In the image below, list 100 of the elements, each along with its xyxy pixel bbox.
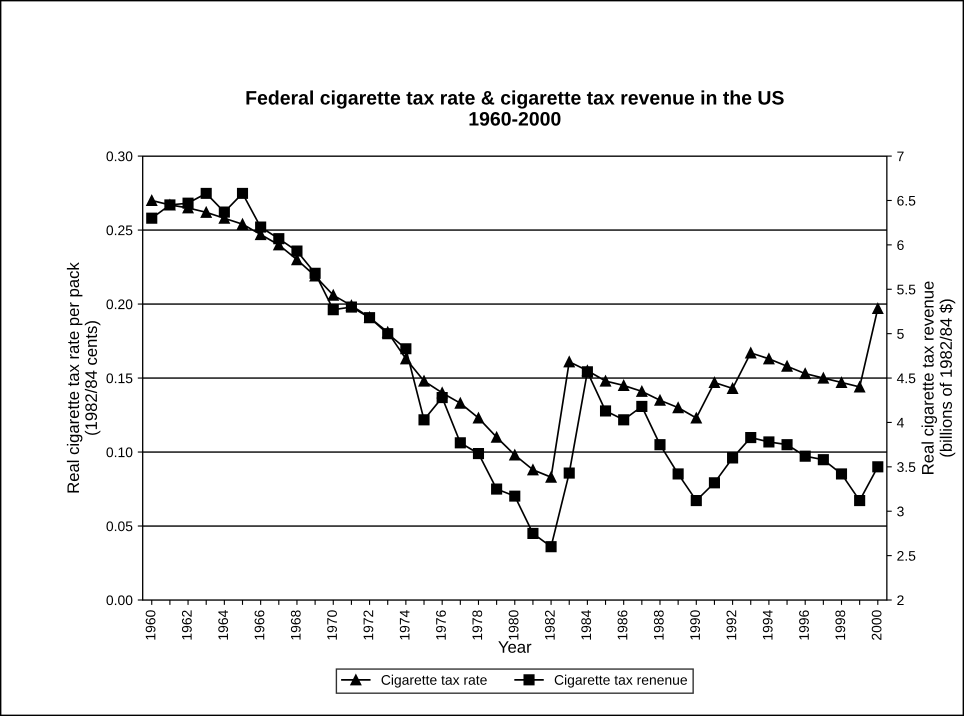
point bbox=[472, 448, 484, 460]
y2-tick-label: 4 bbox=[896, 418, 904, 428]
y2-tick-label: 6 bbox=[897, 240, 904, 250]
point bbox=[200, 188, 212, 199]
point bbox=[708, 477, 720, 488]
point bbox=[182, 198, 194, 209]
point bbox=[236, 188, 248, 199]
point bbox=[491, 432, 502, 443]
point bbox=[618, 414, 630, 426]
y-tick-label: 0.20 bbox=[106, 299, 132, 310]
y2-tick-label: 2 bbox=[897, 595, 904, 606]
point bbox=[291, 246, 303, 257]
point bbox=[454, 437, 466, 448]
point bbox=[836, 468, 848, 480]
point bbox=[690, 495, 702, 506]
point bbox=[255, 222, 266, 233]
x-tick-label: 2000 bbox=[872, 610, 882, 640]
y-tick-label: 0.15 bbox=[106, 373, 132, 384]
x-tick-label: 1978 bbox=[472, 610, 482, 640]
point bbox=[236, 218, 248, 230]
point bbox=[509, 490, 520, 502]
point bbox=[690, 412, 702, 424]
point bbox=[218, 206, 230, 218]
x-tick-label: 1968 bbox=[290, 610, 301, 640]
point bbox=[781, 360, 793, 372]
point bbox=[418, 414, 430, 426]
point bbox=[600, 375, 612, 387]
point bbox=[527, 528, 538, 539]
point bbox=[727, 382, 738, 394]
x-tick-label: 1966 bbox=[254, 610, 264, 640]
point bbox=[836, 376, 848, 388]
point bbox=[854, 495, 866, 506]
x-tick-label: 1988 bbox=[654, 610, 664, 640]
point bbox=[654, 394, 666, 406]
x-tick-label: 1964 bbox=[218, 610, 228, 640]
x-tick-label: 1996 bbox=[799, 610, 809, 640]
y2-tick-label: 7 bbox=[897, 152, 904, 162]
point bbox=[727, 452, 738, 464]
x-tick-label: 1992 bbox=[726, 610, 736, 640]
x-tick-label: 1980 bbox=[508, 610, 519, 640]
point bbox=[672, 468, 684, 480]
y2-tick-label: 5.5 bbox=[897, 284, 916, 294]
x-tick-label: 1984 bbox=[581, 610, 592, 640]
point bbox=[781, 439, 793, 450]
point bbox=[745, 432, 756, 444]
point bbox=[527, 464, 538, 476]
point bbox=[400, 343, 412, 354]
y-tick-label: 0.30 bbox=[106, 151, 132, 162]
point bbox=[273, 233, 284, 244]
y2-tick-label: 4.5 bbox=[896, 374, 916, 384]
x-tick-label: 1982 bbox=[544, 610, 555, 640]
x-tick-label: 1970 bbox=[327, 610, 337, 640]
point bbox=[708, 376, 720, 388]
y2-tick-label: 3 bbox=[897, 506, 904, 516]
x-tick-label: 1962 bbox=[182, 610, 192, 640]
y2-tick-label: 5 bbox=[897, 329, 904, 339]
x-tick-label: 1960 bbox=[146, 610, 156, 640]
point bbox=[418, 375, 430, 387]
point bbox=[146, 212, 158, 224]
y-axis-title: Real cigarette tax rate per pack (1982/84 cents) bbox=[66, 262, 100, 492]
x-tick-label: 1986 bbox=[618, 610, 628, 640]
point bbox=[382, 328, 394, 340]
y-tick-label: 0.00 bbox=[106, 595, 132, 606]
point bbox=[310, 268, 321, 279]
y2-axis-title: Real cigarette tax revenue (billions of 1982/84 $) bbox=[921, 282, 956, 474]
legend-label: Cigarette tax renenue bbox=[554, 674, 687, 688]
point bbox=[491, 483, 502, 495]
x-tick-label: 1994 bbox=[762, 610, 773, 640]
point bbox=[800, 450, 811, 462]
point bbox=[800, 368, 811, 380]
point bbox=[854, 381, 866, 392]
point bbox=[546, 541, 557, 552]
point bbox=[672, 402, 684, 414]
x-tick-label: 1976 bbox=[436, 610, 446, 640]
chart-title: Federal cigarette tax rate & cigarette tax revenue in the US 1960-2000 bbox=[246, 90, 784, 126]
y2-tick-label: 2.5 bbox=[897, 550, 916, 561]
point bbox=[636, 386, 648, 397]
point bbox=[564, 356, 575, 368]
point bbox=[436, 392, 448, 404]
x-tick-label: 1998 bbox=[835, 610, 846, 640]
x-tick-label: 1972 bbox=[363, 610, 374, 640]
x-axis-title: Year bbox=[498, 641, 532, 653]
point bbox=[509, 449, 520, 461]
point bbox=[745, 347, 756, 358]
y-tick-label: 0.10 bbox=[106, 447, 132, 458]
point bbox=[146, 194, 158, 206]
y-tick-label: 0.25 bbox=[106, 225, 132, 236]
point bbox=[818, 372, 829, 384]
point bbox=[546, 472, 557, 483]
point bbox=[454, 398, 466, 409]
x-tick-label: 1990 bbox=[690, 610, 700, 640]
legend-label: Cigarette tax rate bbox=[382, 674, 487, 688]
point bbox=[872, 302, 884, 314]
point bbox=[872, 461, 884, 472]
point bbox=[472, 412, 484, 424]
point bbox=[200, 206, 212, 218]
point bbox=[600, 405, 612, 416]
point bbox=[818, 454, 829, 466]
point bbox=[618, 380, 630, 392]
point bbox=[164, 199, 176, 210]
